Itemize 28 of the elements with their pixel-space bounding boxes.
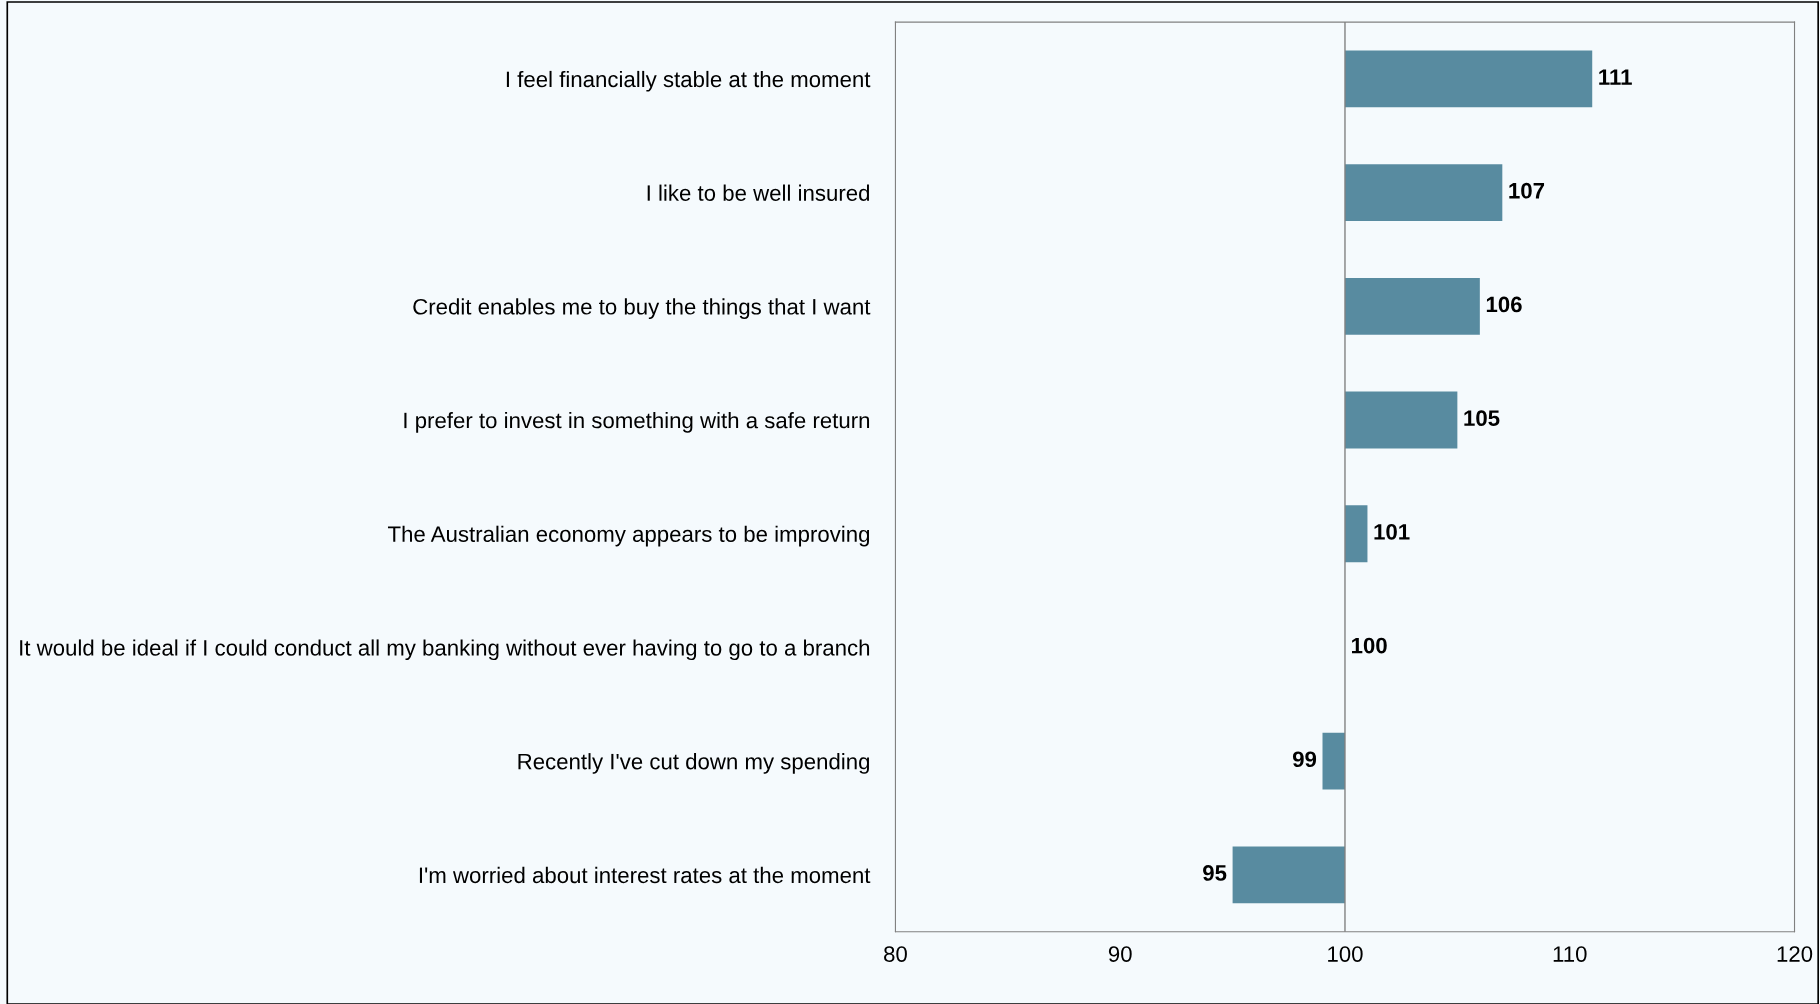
bar	[1344, 505, 1368, 563]
x-tick-label: 90	[1108, 946, 1132, 962]
data-label: 99	[1292, 751, 1317, 768]
bar	[1344, 50, 1593, 108]
data-label: 111	[1599, 69, 1632, 85]
bar	[1322, 732, 1345, 790]
y-tick-label: I feel financially stable at the moment	[506, 70, 871, 92]
y-tick-label: I like to be well insured	[647, 184, 870, 201]
y-tick-label: Recently I've cut down my spending	[518, 753, 870, 774]
y-tick-label: It would be ideal if I could conduct all my banking without ever having to go to a branch	[20, 639, 870, 661]
data-label: 101	[1374, 523, 1410, 540]
y-tick-label: I'm worried about interest rates at the moment	[419, 866, 871, 884]
bar	[1344, 277, 1480, 335]
data-label: 95	[1203, 865, 1227, 881]
y-tick-label: The Australian economy appears to be improving	[387, 525, 870, 547]
data-label: 105	[1464, 410, 1500, 427]
data-label: 107	[1509, 182, 1545, 199]
x-tick-label: 80	[884, 946, 907, 962]
x-tick-label: 100	[1328, 946, 1363, 962]
bar	[1232, 846, 1345, 904]
y-tick-label: Credit enables me to buy the things that I want	[413, 298, 871, 320]
bar	[1344, 391, 1458, 449]
x-tick-label: 110	[1553, 946, 1587, 962]
y-tick-label: I prefer to invest in something with a safe return	[404, 412, 870, 433]
x-tick-label: 120	[1777, 946, 1813, 962]
text: 100	[1352, 637, 1387, 654]
bar	[1344, 164, 1503, 222]
data-label: 106	[1486, 296, 1522, 313]
